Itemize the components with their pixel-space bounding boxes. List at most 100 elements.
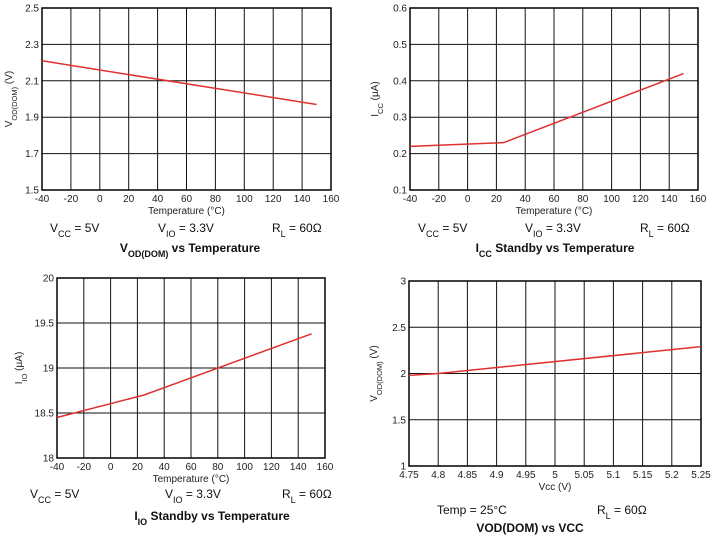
x-tick-label: 5.15	[633, 470, 653, 481]
x-tick-label: -20	[432, 194, 447, 205]
x-tick-label: 4.95	[516, 470, 536, 481]
y-tick-label: 1.9	[25, 113, 39, 124]
text-segment: R	[640, 221, 649, 235]
subscript: CC	[376, 103, 385, 114]
y-tick-label: 2.5	[25, 4, 39, 15]
condition-label: RL = 60Ω	[597, 503, 647, 521]
x-axis-label: Temperature (°C)	[153, 474, 230, 485]
x-tick-label: 5.25	[691, 470, 711, 481]
y-tick-label: 18.5	[35, 409, 55, 420]
text-segment: V	[418, 221, 426, 235]
x-tick-label: 60	[185, 462, 197, 473]
y-tick-label: 1	[400, 462, 406, 473]
x-tick-label: 100	[236, 194, 253, 205]
x-tick-label: -40	[35, 194, 50, 205]
text-segment: (V)	[369, 345, 380, 361]
x-tick-label: 100	[603, 194, 620, 205]
text-segment: V	[30, 487, 38, 501]
x-tick-label: 4.8	[431, 470, 445, 481]
subscript: L	[291, 495, 296, 505]
y-tick-label: 2	[400, 369, 406, 380]
subscript: OD(DOM)	[375, 361, 384, 395]
y-tick-label: 2.1	[25, 76, 39, 87]
x-tick-label: 120	[265, 194, 282, 205]
text-segment: (µA)	[370, 81, 381, 103]
chart-4: 4.75 4.8 4.85 4.9 4.95 5 5.05 5.1 5.15 5.2 5.25 1 1.…	[369, 277, 711, 536]
x-tick-label: 5	[552, 470, 558, 481]
text-segment: = 5V	[71, 221, 99, 235]
x-tick-label: 0	[108, 462, 114, 473]
text-segment: Standby vs Temperature	[147, 509, 290, 523]
x-tick-label: -40	[403, 194, 418, 205]
subscript: IO	[166, 229, 176, 239]
text-segment: Vcc (V)	[539, 482, 572, 493]
condition-label: VCC = 5V	[30, 487, 79, 505]
x-tick-label: -20	[77, 462, 92, 473]
text-segment: Temperature (°C)	[153, 474, 230, 485]
x-tick-label: 160	[317, 462, 334, 473]
text-segment: I	[14, 382, 25, 385]
y-tick-label: 19.5	[35, 319, 55, 330]
x-tick-label: 140	[661, 194, 678, 205]
subscript: L	[281, 229, 286, 239]
chart-title: ICC Standby vs Temperature	[476, 241, 635, 259]
x-tick-label: 5.1	[606, 470, 620, 481]
condition-label: RL = 60Ω	[282, 487, 332, 505]
x-tick-label: 40	[520, 194, 532, 205]
x-tick-label: 4.9	[490, 470, 504, 481]
chart-2: -40 -20 0 20 40 60 80 100 120 140 160 0.1 0.2 0.3 0.4 0…	[370, 4, 707, 260]
y-tick-label: 0.4	[393, 76, 407, 87]
x-tick-label: 140	[294, 194, 311, 205]
y-tick-label: 19	[43, 364, 55, 375]
x-tick-label: 120	[632, 194, 649, 205]
subscript: OD(DOM)	[10, 86, 19, 120]
x-tick-label: 5.05	[574, 470, 594, 481]
y-axis-label: IIO (µA)	[14, 352, 29, 385]
plot-frame	[408, 280, 702, 467]
subscript: IO	[533, 229, 543, 239]
series-line	[409, 72, 684, 148]
text-segment: Temperature (°C)	[516, 206, 593, 217]
condition-label: VCC = 5V	[418, 221, 467, 239]
y-tick-label: 0.3	[393, 113, 407, 124]
x-tick-label: 140	[290, 462, 307, 473]
x-tick-label: 80	[210, 194, 222, 205]
x-tick-label: 0	[97, 194, 103, 205]
text-segment: V	[369, 395, 380, 402]
y-tick-label: 0.5	[393, 40, 407, 51]
y-tick-label: 0.1	[393, 186, 407, 197]
x-axis-label: Temperature (°C)	[516, 206, 593, 217]
series-line	[408, 345, 702, 377]
y-axis-label: VOD(DOM) (V)	[369, 345, 384, 402]
text-segment: V	[120, 241, 128, 255]
chart-title: IIO Standby vs Temperature	[134, 509, 290, 527]
x-tick-label: 60	[181, 194, 193, 205]
condition-label: RL = 60Ω	[272, 221, 322, 239]
subscript: CC	[426, 229, 439, 239]
subscript: IO	[20, 373, 29, 381]
plot-frame	[41, 7, 332, 191]
text-segment: = 3.3V	[543, 221, 581, 235]
condition-label: VIO = 3.3V	[165, 487, 221, 505]
text-segment: VOD(DOM) vs VCC	[476, 521, 584, 535]
condition-label: Temp = 25°C	[437, 503, 507, 517]
y-tick-label: 3	[400, 277, 406, 288]
x-tick-label: 100	[236, 462, 253, 473]
x-tick-label: 4.75	[399, 470, 419, 481]
chart-3: -40 -20 0 20 40 60 80 100 120 140 160 18 18.5 19 19.5 2…	[14, 274, 334, 528]
text-segment: = 3.3V	[183, 487, 221, 501]
subscript: CC	[479, 249, 492, 259]
y-tick-label: 1.5	[25, 186, 39, 197]
text-segment: I	[476, 241, 479, 255]
text-segment: R	[597, 503, 606, 517]
y-tick-label: 0.2	[393, 149, 407, 160]
condition-label: VIO = 3.3V	[525, 221, 581, 239]
text-segment: Temp = 25°C	[437, 503, 507, 517]
chart-title: VOD(DOM) vs VCC	[476, 521, 584, 535]
text-segment: Temperature (°C)	[148, 206, 225, 217]
chart-1: -40 -20 0 20 40 60 80 100 120 140 160 1.5 1.7 1.9 2.1 2…	[4, 4, 340, 260]
y-tick-label: 1.7	[25, 149, 39, 160]
text-segment: = 60Ω	[296, 487, 332, 501]
plot-frame	[409, 7, 699, 191]
text-segment: = 60Ω	[286, 221, 322, 235]
